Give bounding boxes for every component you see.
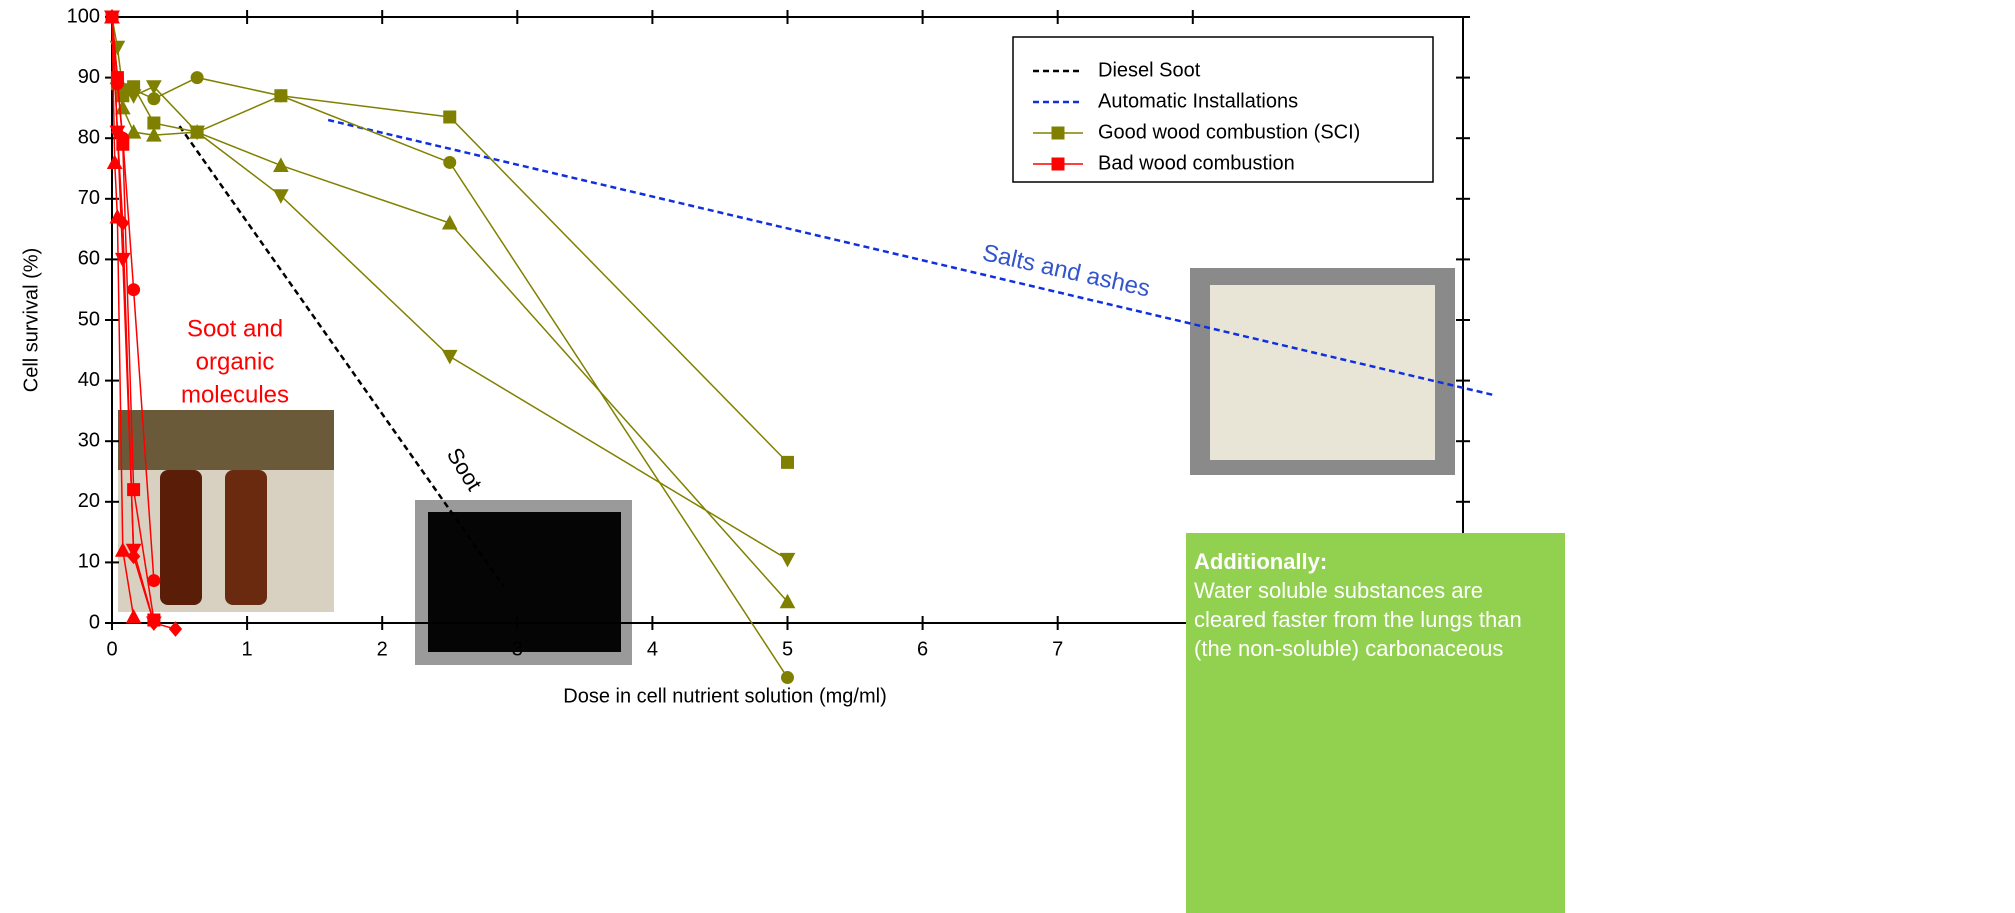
- y-tick-label: 80: [78, 126, 100, 148]
- y-tick-label: 100: [67, 5, 100, 27]
- marker: [146, 80, 162, 95]
- marker: [125, 608, 142, 624]
- x-tick-label: 6: [917, 638, 928, 660]
- annotation: Soot and: [187, 315, 283, 342]
- y-tick-label: 10: [78, 551, 100, 573]
- marker: [110, 124, 125, 140]
- marker: [168, 621, 183, 637]
- marker: [1051, 126, 1065, 140]
- y-tick-label: 30: [78, 429, 100, 451]
- marker: [114, 99, 131, 115]
- y-tick-label: 90: [78, 66, 100, 88]
- y-axis-label: Cell survival (%): [20, 248, 42, 392]
- note-title: Additionally:: [1194, 549, 1328, 574]
- note-text: Water soluble substances are cleared fas…: [1194, 578, 1522, 661]
- marker: [1051, 157, 1065, 171]
- marker: [781, 671, 794, 685]
- x-tick-label: 4: [647, 638, 658, 660]
- y-tick-label: 50: [78, 308, 100, 330]
- marker: [147, 574, 161, 588]
- x-tick-label: 7: [1052, 638, 1063, 660]
- annotation: organic: [196, 348, 275, 375]
- y-tick-label: 60: [78, 248, 100, 270]
- marker: [779, 593, 796, 609]
- marker: [443, 110, 457, 124]
- y-tick-label: 0: [89, 611, 100, 633]
- y-tick-label: 70: [78, 187, 100, 209]
- marker: [110, 77, 124, 91]
- x-tick-label: 0: [106, 638, 117, 660]
- marker: [125, 124, 142, 139]
- marker: [441, 214, 458, 230]
- note-box: Additionally: Water soluble substances a…: [1186, 533, 1565, 913]
- marker: [146, 127, 162, 142]
- x-axis-label: Dose in cell nutrient solution (mg/ml): [563, 685, 886, 707]
- annotation: Salts and ashes: [980, 239, 1153, 302]
- x-tick-label: 2: [377, 638, 388, 660]
- x-tick-label: 1: [242, 638, 253, 660]
- marker: [126, 548, 141, 565]
- marker: [114, 252, 131, 268]
- marker: [274, 89, 288, 103]
- marker: [116, 215, 130, 231]
- marker: [114, 542, 131, 557]
- marker: [273, 157, 289, 172]
- marker: [125, 89, 142, 104]
- marker: [190, 71, 204, 85]
- annotation: molecules: [181, 381, 289, 408]
- legend-label: Diesel Soot: [1098, 59, 1201, 81]
- marker: [779, 552, 796, 568]
- x-tick-label: 5: [782, 638, 793, 660]
- marker: [105, 9, 119, 25]
- photo-ash-filter: [1190, 268, 1455, 475]
- legend-label: Good wood combustion (SCI): [1098, 121, 1360, 143]
- marker: [441, 349, 458, 365]
- marker: [273, 189, 289, 204]
- y-tick-label: 20: [78, 490, 100, 512]
- legend: Diesel Soot Automatic Installations Good w…: [1012, 36, 1434, 183]
- series-line: [178, 125, 505, 588]
- legend-label: Bad wood combustion: [1098, 152, 1295, 174]
- marker: [127, 483, 141, 497]
- y-tick-label: 40: [78, 369, 100, 391]
- x-tick-label: 3: [512, 638, 523, 660]
- marker: [106, 154, 123, 169]
- marker: [147, 615, 161, 631]
- marker: [189, 125, 205, 141]
- annotation: Soot: [442, 443, 487, 495]
- marker: [147, 116, 161, 130]
- photo-soot-filter: [415, 500, 632, 665]
- legend-box: [1012, 36, 1434, 183]
- marker: [781, 455, 794, 469]
- marker: [443, 155, 457, 169]
- marker: [127, 283, 141, 297]
- legend-label: Automatic Installations: [1098, 90, 1298, 112]
